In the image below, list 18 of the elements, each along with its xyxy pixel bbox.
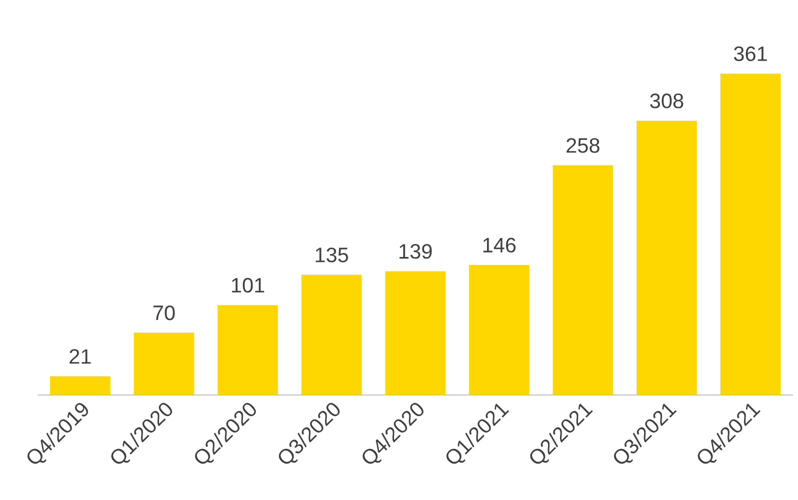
data-label: 139: [400, 244, 432, 259]
bar: [636, 120, 697, 395]
data-label: 70: [153, 305, 175, 320]
bar: [720, 74, 781, 395]
bar: [134, 332, 194, 395]
bar: [385, 271, 446, 395]
data-label: 101: [232, 278, 264, 293]
bar: [301, 274, 362, 395]
data-label: 258: [566, 138, 600, 153]
bar: [218, 305, 278, 395]
data-label: 308: [650, 94, 684, 108]
bar: [468, 265, 530, 395]
bar: [552, 165, 614, 395]
bar: [50, 376, 110, 395]
data-label: 146: [483, 238, 516, 253]
data-label: 135: [316, 248, 348, 262]
data-label: 361: [734, 46, 767, 62]
data-label: 21: [70, 349, 91, 364]
